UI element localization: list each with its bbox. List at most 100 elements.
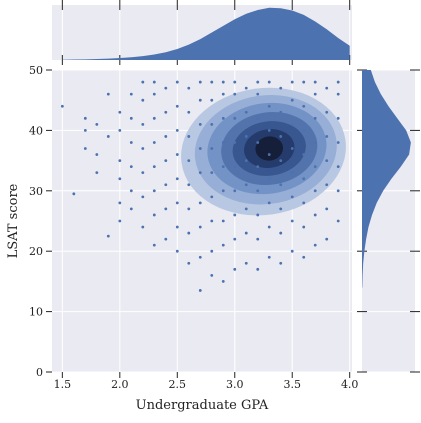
scatter-point xyxy=(244,207,248,211)
scatter-point xyxy=(210,195,214,199)
x-tick-label: 1.5 xyxy=(54,378,72,391)
scatter-point xyxy=(221,116,225,120)
scatter-point xyxy=(325,183,329,187)
scatter-point xyxy=(106,234,110,238)
scatter-point xyxy=(302,129,306,132)
scatter-point xyxy=(198,98,202,102)
scatter-point xyxy=(221,80,225,84)
scatter-point xyxy=(256,92,260,96)
scatter-point xyxy=(210,171,214,175)
scatter-point xyxy=(198,255,202,259)
scatter-point xyxy=(118,219,122,223)
scatter-point xyxy=(302,225,306,229)
scatter-point xyxy=(302,201,306,205)
scatter-point xyxy=(244,135,248,138)
x-tick-label: 3.0 xyxy=(226,378,244,391)
scatter-point xyxy=(129,116,133,120)
y-tick-label: 10 xyxy=(29,306,43,319)
scatter-point xyxy=(118,201,122,205)
scatter-point xyxy=(210,80,214,84)
scatter-point xyxy=(221,92,225,96)
scatter-point xyxy=(221,141,225,144)
right-density xyxy=(362,70,411,288)
scatter-point xyxy=(129,165,133,169)
scatter-point xyxy=(336,219,340,223)
scatter-point xyxy=(336,116,340,120)
scatter-point xyxy=(244,86,248,90)
scatter-point xyxy=(210,147,214,150)
scatter-point xyxy=(187,183,191,187)
scatter-point xyxy=(233,80,237,84)
scatter-point xyxy=(279,159,283,163)
scatter-point xyxy=(336,141,340,144)
scatter-point xyxy=(129,141,133,144)
scatter-point xyxy=(164,159,168,163)
scatter-point xyxy=(118,177,122,181)
scatter-point xyxy=(302,153,306,156)
scatter-point xyxy=(198,147,202,150)
scatter-point xyxy=(244,261,248,265)
scatter-point xyxy=(244,159,248,163)
scatter-point xyxy=(290,195,294,199)
scatter-point xyxy=(198,289,202,292)
scatter-point xyxy=(256,80,260,84)
scatter-point xyxy=(175,225,179,229)
scatter-point xyxy=(233,141,237,144)
scatter-point xyxy=(244,231,248,235)
x-tick-label: 2.5 xyxy=(169,378,187,391)
scatter-point xyxy=(336,165,340,169)
scatter-point xyxy=(233,165,237,169)
scatter-point xyxy=(267,153,271,156)
x-tick-label: 4.0 xyxy=(341,378,359,391)
scatter-point xyxy=(175,153,179,156)
scatter-point xyxy=(187,261,191,265)
scatter-point xyxy=(279,261,283,265)
scatter-point xyxy=(233,116,237,120)
scatter-point xyxy=(221,219,225,223)
scatter-point xyxy=(290,171,294,175)
scatter-point xyxy=(141,225,145,229)
scatter-point xyxy=(152,141,156,144)
scatter-point xyxy=(83,129,87,132)
top-density xyxy=(62,7,350,60)
scatter-point xyxy=(290,98,294,102)
y-tick-label: 0 xyxy=(36,366,43,379)
kde-level xyxy=(255,136,284,161)
scatter-point xyxy=(267,177,271,181)
scatter-point xyxy=(233,213,237,217)
scatter-point xyxy=(187,135,191,138)
scatter-point xyxy=(290,219,294,223)
y-tick-label: 40 xyxy=(29,124,43,137)
scatter-point xyxy=(336,189,340,193)
scatter-point xyxy=(152,243,156,247)
scatter-point xyxy=(187,159,191,163)
scatter-point xyxy=(187,231,191,235)
scatter-point xyxy=(256,141,260,144)
scatter-point xyxy=(210,219,214,223)
scatter-point xyxy=(221,165,225,169)
scatter-point xyxy=(325,135,329,138)
scatter-point xyxy=(95,122,99,126)
scatter-point xyxy=(141,195,145,199)
scatter-point xyxy=(256,237,260,241)
scatter-point xyxy=(141,147,145,150)
scatter-point xyxy=(187,207,191,211)
scatter-point xyxy=(175,177,179,181)
scatter-point xyxy=(267,255,271,259)
scatter-point xyxy=(313,80,317,84)
scatter-point xyxy=(279,207,283,211)
scatter-point xyxy=(187,110,191,114)
scatter-point xyxy=(175,249,179,253)
scatter-point xyxy=(279,183,283,187)
scatter-point xyxy=(175,80,179,84)
scatter-point xyxy=(221,280,225,283)
scatter-point xyxy=(313,243,317,247)
scatter-point xyxy=(302,80,306,84)
scatter-point xyxy=(175,129,179,132)
scatter-point xyxy=(152,213,156,217)
scatter-point xyxy=(210,249,214,253)
scatter-point xyxy=(267,104,271,108)
scatter-point xyxy=(210,122,214,126)
scatter-point xyxy=(118,110,122,114)
scatter-point xyxy=(187,86,191,90)
